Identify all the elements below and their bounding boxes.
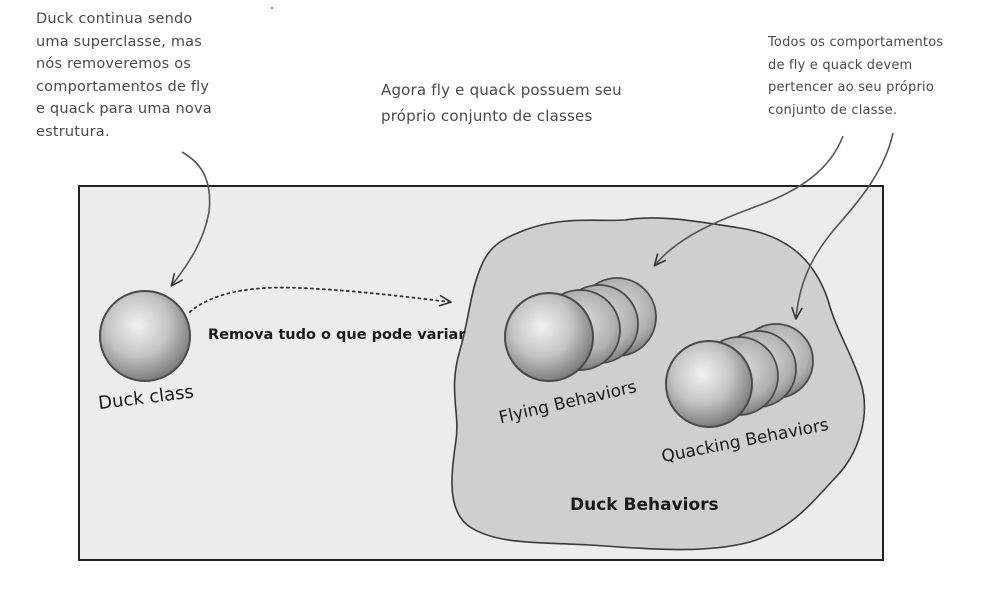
quacking-behavior-sphere: [665, 340, 753, 428]
annotation-duck-superclass: Duck continua sendo uma superclasse, mas…: [36, 8, 212, 143]
annotation-line: estrutura.: [36, 123, 110, 140]
quacking-behaviors-stack: [665, 323, 814, 428]
annotation-line: comportamentos de fly: [36, 78, 210, 95]
duck-class-sphere: [99, 290, 191, 382]
annotation-line: conjunto de classe.: [768, 102, 898, 118]
flying-behavior-sphere: [504, 292, 594, 382]
duck-behaviors-label: Duck Behaviors: [570, 495, 719, 515]
annotation-line: Agora fly e quack possuem seu: [381, 81, 622, 99]
annotation-behaviors-set: Todos os comportamentos de fly e quack d…: [768, 32, 943, 122]
annotation-line: de fly e quack devem: [768, 57, 913, 73]
annotation-line: e quack para uma nova: [36, 101, 212, 117]
annotation-arrow-right-quacking: [791, 132, 894, 320]
annotation-line: nós removeremos os: [36, 56, 192, 72]
annotation-line: Todos os comportamentos: [768, 35, 944, 50]
extraction-arrow: [189, 286, 452, 313]
stray-mark: [271, 7, 273, 9]
annotation-line: próprio conjunto de classes: [381, 107, 593, 125]
arrow-label: Remova tudo o que pode variar: [208, 327, 466, 343]
annotation-line: uma superclasse, mas: [36, 33, 203, 50]
annotation-line: pertencer ao seu próprio: [768, 80, 934, 95]
annotation-arrow-right-flying: [653, 135, 844, 267]
flying-behaviors-stack: [504, 277, 657, 382]
annotation-own-classes: Agora fly e quack possuem seu próprio co…: [381, 77, 622, 129]
annotation-arrow-left: [170, 151, 211, 287]
annotation-line: Duck continua sendo: [36, 11, 193, 27]
